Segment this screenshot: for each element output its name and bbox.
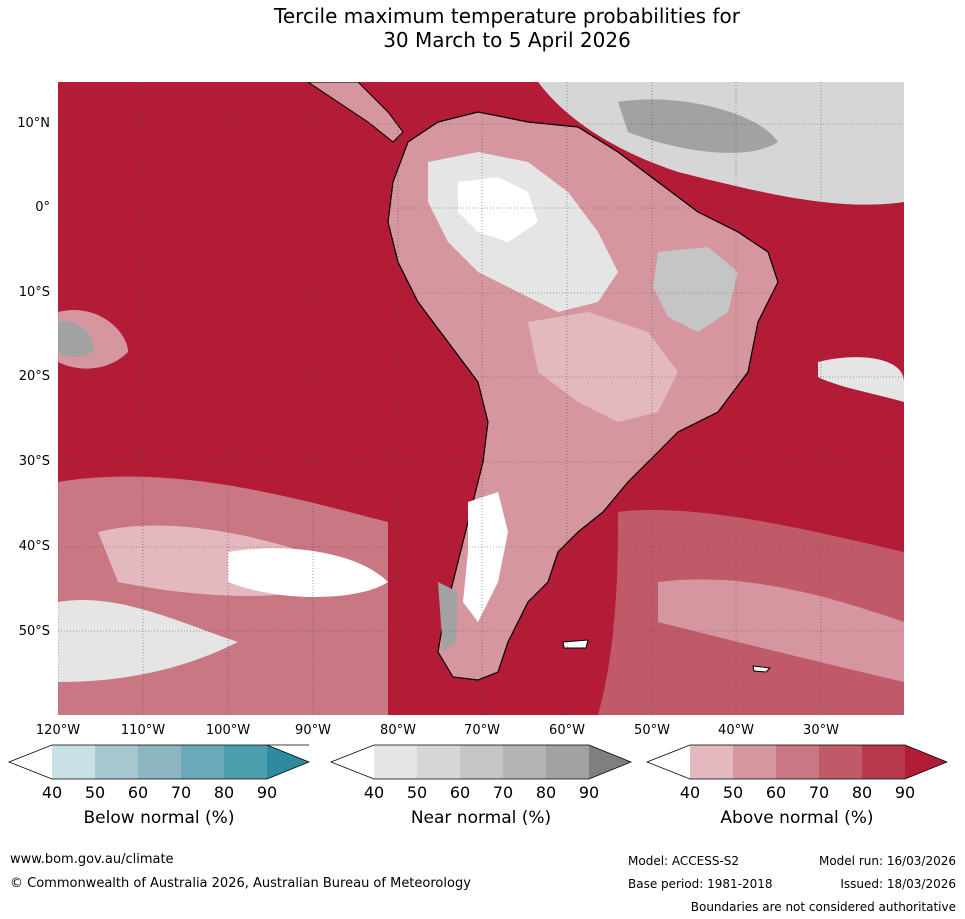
near-swatch-2 [417,745,460,779]
above-tick-70: 70 [808,783,830,802]
lon-label-50w: 50°W [634,723,670,738]
near-tick-40: 40 [363,783,385,802]
lat-label-10n: 10°N [17,116,50,131]
lon-label-40w: 40°W [718,723,754,738]
below-tick-40: 40 [41,783,63,802]
near-outline [330,744,632,780]
lat-label-40s: 40°S [18,539,50,554]
model-text: Model: ACCESS-S2 [628,854,740,868]
lon-label-30w: 30°W [803,723,839,738]
near-swatch-1 [374,745,417,779]
falkland-islands [562,639,589,649]
near-swatch-5 [546,745,589,779]
below-tick-90: 90 [256,783,278,802]
near-tick-80: 80 [535,783,557,802]
near-normal-title: Near normal (%) [410,808,552,828]
lon-label-120w: 120°W [35,723,81,738]
gridlines [58,82,904,715]
lat-label-10s: 10°S [18,285,50,300]
colorbar-below-normal [8,744,310,780]
lon-label-70w: 70°W [464,723,500,738]
lon-label-100w: 100°W [205,723,251,738]
south-atlantic-light-band [658,579,904,682]
below-swatch-5 [224,745,267,779]
map-canvas [58,82,904,715]
south-georgia [752,665,772,673]
south-pacific-white-patch [228,548,388,597]
below-swatch-0 [9,745,52,779]
lat-label-50s: 50°S [18,624,50,639]
website-link[interactable]: www.bom.gov.au/climate [10,852,174,867]
below-tick-60: 60 [127,783,149,802]
below-tick-50: 50 [84,783,106,802]
above-swatch-1 [690,745,733,779]
model-run-text: Model run: 16/03/2026 [818,854,956,868]
map-title: Tercile maximum temperature probabilitie… [0,4,965,52]
above-tick-90: 90 [894,783,916,802]
above-swatch-4 [819,745,862,779]
south-atlantic-grey [818,357,904,402]
probability-map [58,82,904,715]
near-tick-50: 50 [406,783,428,802]
lon-label-80w: 80°W [380,723,416,738]
patagonia-white-region [463,492,508,622]
lat-label-0: 0° [35,200,50,215]
issued-text: Issued: 18/03/2026 [840,877,956,891]
above-tick-60: 60 [765,783,787,802]
near-swatch-3 [460,745,503,779]
above-normal-title: Above normal (%) [720,808,874,828]
disclaimer-text: Boundaries are not considered authoritat… [690,900,956,914]
above-swatch-2 [733,745,776,779]
above-swatch-0 [647,745,690,779]
copyright-text: © Commonwealth of Australia 2026, Austra… [10,876,471,891]
below-swatch-4 [181,745,224,779]
amazon-white-region [458,177,538,242]
lon-label-110w: 110°W [120,723,166,738]
colorbar-above-normal [646,744,948,780]
base-period-text: Base period: 1981-2018 [628,877,773,891]
lat-label-20s: 20°S [18,369,50,384]
near-tick-90: 90 [578,783,600,802]
near-swatch-6 [589,745,631,779]
below-normal-title: Below normal (%) [83,808,235,828]
above-outline [646,744,948,780]
near-swatch-4 [503,745,546,779]
below-outline [8,744,310,780]
above-tick-40: 40 [679,783,701,802]
below-swatch-3 [138,745,181,779]
near-tick-70: 70 [492,783,514,802]
lon-label-60w: 60°W [549,723,585,738]
below-swatch-1 [52,745,95,779]
near-swatch-0 [331,745,374,779]
east-pacific-grey-patch [58,321,94,357]
southern-andes-grey [438,582,458,652]
title-line-1: Tercile maximum temperature probabilitie… [274,4,740,28]
east-brazil-grey-region [653,247,738,332]
southwest-grey-patch [58,600,238,682]
below-tick-80: 80 [213,783,235,802]
above-tick-50: 50 [722,783,744,802]
title-line-2: 30 March to 5 April 2026 [383,28,631,52]
above-swatch-6 [905,745,947,779]
lon-label-90w: 90°W [295,723,331,738]
caribbean-dark-grey [618,99,778,153]
lat-label-30s: 30°S [18,454,50,469]
below-swatch-2 [95,745,138,779]
above-tick-80: 80 [851,783,873,802]
below-tick-70: 70 [170,783,192,802]
near-tick-60: 60 [449,783,471,802]
above-swatch-3 [776,745,819,779]
colorbar-near-normal [330,744,632,780]
above-swatch-5 [862,745,905,779]
below-swatch-6 [267,745,309,779]
central-brazil-region [528,312,678,422]
